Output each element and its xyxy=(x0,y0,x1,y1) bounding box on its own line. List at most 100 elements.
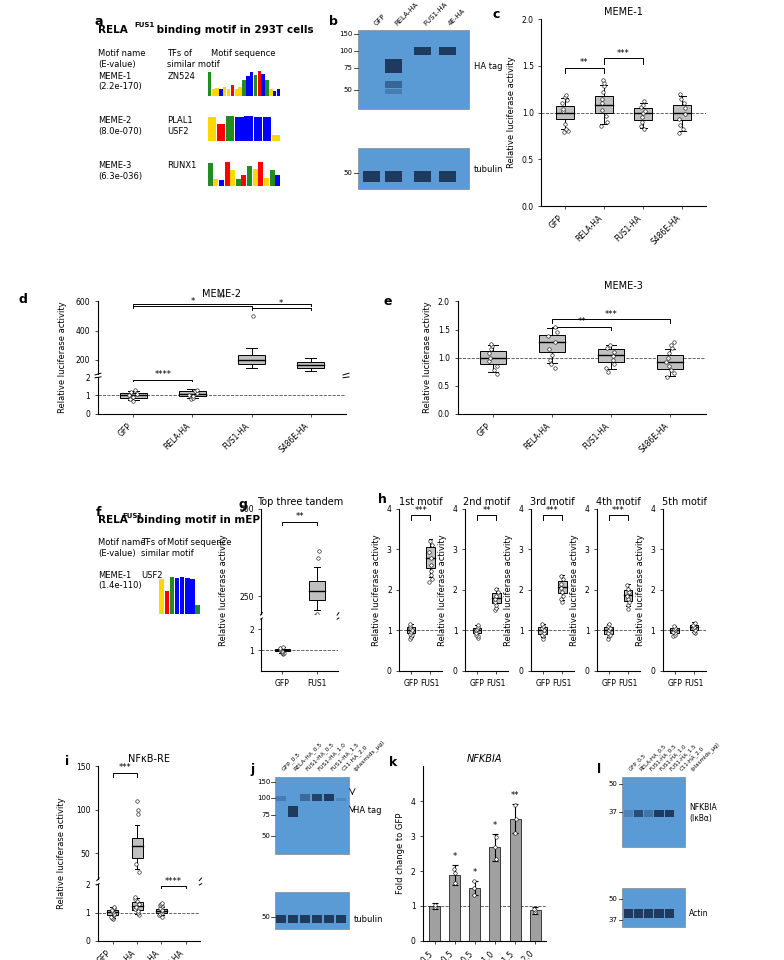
Text: *: * xyxy=(452,852,457,861)
Bar xyxy=(598,349,624,362)
Text: HA tag: HA tag xyxy=(474,62,503,71)
Bar xyxy=(655,810,663,817)
Bar xyxy=(426,547,434,567)
Text: b: b xyxy=(329,15,338,29)
Bar xyxy=(324,915,334,924)
Text: c: c xyxy=(492,8,499,21)
Text: 37: 37 xyxy=(608,917,618,923)
Bar xyxy=(655,909,663,918)
Y-axis label: Fold change to GFP: Fold change to GFP xyxy=(397,813,405,895)
Bar xyxy=(429,906,440,941)
Bar xyxy=(657,355,684,369)
Text: **: ** xyxy=(580,59,589,67)
Text: 4E-HA: 4E-HA xyxy=(448,8,466,27)
Text: USF2: USF2 xyxy=(141,570,162,580)
Bar xyxy=(414,171,431,181)
Bar xyxy=(530,910,541,941)
Bar xyxy=(595,96,613,112)
Text: FUS1-HA_1.5: FUS1-HA_1.5 xyxy=(328,741,360,772)
Text: 50: 50 xyxy=(343,171,353,177)
Bar xyxy=(385,60,402,73)
Bar xyxy=(634,909,643,918)
Text: PLAL1
USF2: PLAL1 USF2 xyxy=(167,116,193,135)
Text: 37: 37 xyxy=(608,808,618,815)
Bar xyxy=(297,362,324,369)
Text: ****: **** xyxy=(154,371,172,379)
Bar xyxy=(276,796,285,802)
Text: RELA-HA: RELA-HA xyxy=(394,1,419,27)
Text: binding motif in mEPN cells: binding motif in mEPN cells xyxy=(132,516,299,525)
Text: MEME-1
(1.4e-110): MEME-1 (1.4e-110) xyxy=(98,570,142,590)
Text: tubulin: tubulin xyxy=(354,916,383,924)
Bar xyxy=(288,806,298,817)
Bar xyxy=(156,909,167,913)
Bar xyxy=(324,794,334,802)
Bar xyxy=(312,794,321,802)
Text: 50: 50 xyxy=(262,833,270,839)
Text: *: * xyxy=(191,297,194,305)
Bar xyxy=(539,335,565,352)
Text: FUS1-HA_0.5: FUS1-HA_0.5 xyxy=(305,741,336,772)
Text: a: a xyxy=(94,15,103,29)
Text: *: * xyxy=(279,299,283,308)
Title: 3rd motif: 3rd motif xyxy=(530,497,575,507)
Text: ZN524: ZN524 xyxy=(167,72,195,81)
Text: GFP_0.5: GFP_0.5 xyxy=(628,752,648,772)
Bar xyxy=(107,910,118,915)
Text: i: i xyxy=(65,755,69,768)
Bar xyxy=(276,915,285,924)
Text: g: g xyxy=(238,498,248,512)
Bar xyxy=(673,106,691,120)
Text: RELA-HA_0.5: RELA-HA_0.5 xyxy=(638,743,667,772)
Bar xyxy=(690,625,699,630)
Bar xyxy=(492,593,501,603)
Bar xyxy=(363,171,380,181)
Text: Motif sequence: Motif sequence xyxy=(211,49,276,59)
Text: h: h xyxy=(378,492,387,506)
Bar xyxy=(132,901,143,910)
Text: ***: *** xyxy=(612,506,625,515)
Bar xyxy=(473,628,481,634)
Text: k: k xyxy=(389,756,397,769)
Text: FUS1-HA_0.5: FUS1-HA_0.5 xyxy=(648,742,677,772)
Bar xyxy=(336,915,346,924)
Text: 50: 50 xyxy=(608,896,618,902)
Title: 1st motif: 1st motif xyxy=(399,497,442,507)
Text: MEME-3: MEME-3 xyxy=(604,281,643,291)
Bar xyxy=(274,649,290,652)
Text: TFs of
similar motif: TFs of similar motif xyxy=(167,49,220,68)
Y-axis label: Relative luciferase activity: Relative luciferase activity xyxy=(372,534,381,646)
Bar xyxy=(634,810,643,817)
Title: 4th motif: 4th motif xyxy=(596,497,641,507)
Text: FUS1: FUS1 xyxy=(122,513,143,519)
Title: 2nd motif: 2nd motif xyxy=(463,497,510,507)
Text: FUS1-HA: FUS1-HA xyxy=(423,1,448,27)
Text: f: f xyxy=(96,506,101,518)
Text: 150: 150 xyxy=(339,31,353,37)
Text: MEME-2
(8.0e-070): MEME-2 (8.0e-070) xyxy=(98,116,142,135)
Bar xyxy=(385,171,402,181)
Bar xyxy=(300,915,310,924)
Title: 5th motif: 5th motif xyxy=(662,497,706,507)
Bar xyxy=(385,89,402,94)
Text: FUS1-HA_1.0: FUS1-HA_1.0 xyxy=(317,741,347,772)
Text: HA tag: HA tag xyxy=(354,806,382,815)
Bar xyxy=(449,876,460,941)
Text: MEME-3
(6.3e-036): MEME-3 (6.3e-036) xyxy=(98,161,142,180)
Bar xyxy=(288,915,298,924)
Text: ***: *** xyxy=(118,763,131,773)
Text: 75: 75 xyxy=(343,65,353,71)
Bar xyxy=(556,107,574,119)
Text: Actin: Actin xyxy=(689,909,709,919)
Text: Motif name
(E-value): Motif name (E-value) xyxy=(98,539,146,558)
Text: **: ** xyxy=(296,513,304,521)
Text: RELA: RELA xyxy=(98,25,128,35)
Bar xyxy=(623,810,633,817)
Text: **: ** xyxy=(218,295,227,303)
Bar xyxy=(312,915,321,924)
Bar xyxy=(665,810,673,817)
Y-axis label: Relative luciferase activity: Relative luciferase activity xyxy=(570,534,579,646)
Bar xyxy=(604,627,613,634)
Bar xyxy=(634,108,652,120)
Text: C11-HA_2.0: C11-HA_2.0 xyxy=(679,745,706,772)
